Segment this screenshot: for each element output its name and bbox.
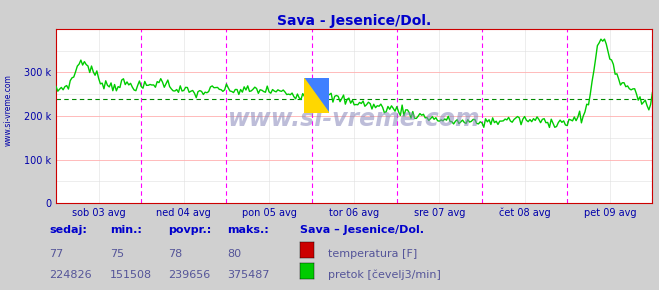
Polygon shape	[304, 78, 329, 113]
Text: 75: 75	[110, 249, 124, 259]
Title: Sava - Jesenice/Dol.: Sava - Jesenice/Dol.	[277, 14, 432, 28]
Text: www.si-vreme.com: www.si-vreme.com	[228, 108, 480, 131]
Text: 239656: 239656	[168, 270, 210, 280]
Text: 78: 78	[168, 249, 183, 259]
Text: 224826: 224826	[49, 270, 92, 280]
Text: temperatura [F]: temperatura [F]	[328, 249, 416, 259]
Text: 375487: 375487	[227, 270, 270, 280]
Text: 151508: 151508	[110, 270, 152, 280]
Text: maks.:: maks.:	[227, 225, 269, 235]
Text: min.:: min.:	[110, 225, 142, 235]
Text: Sava – Jesenice/Dol.: Sava – Jesenice/Dol.	[300, 225, 424, 235]
Polygon shape	[304, 78, 329, 113]
Text: 80: 80	[227, 249, 241, 259]
Text: povpr.:: povpr.:	[168, 225, 212, 235]
Text: pretok [čevelj3/min]: pretok [čevelj3/min]	[328, 269, 440, 280]
Text: sedaj:: sedaj:	[49, 225, 87, 235]
Text: 77: 77	[49, 249, 64, 259]
Text: www.si-vreme.com: www.si-vreme.com	[3, 74, 13, 146]
